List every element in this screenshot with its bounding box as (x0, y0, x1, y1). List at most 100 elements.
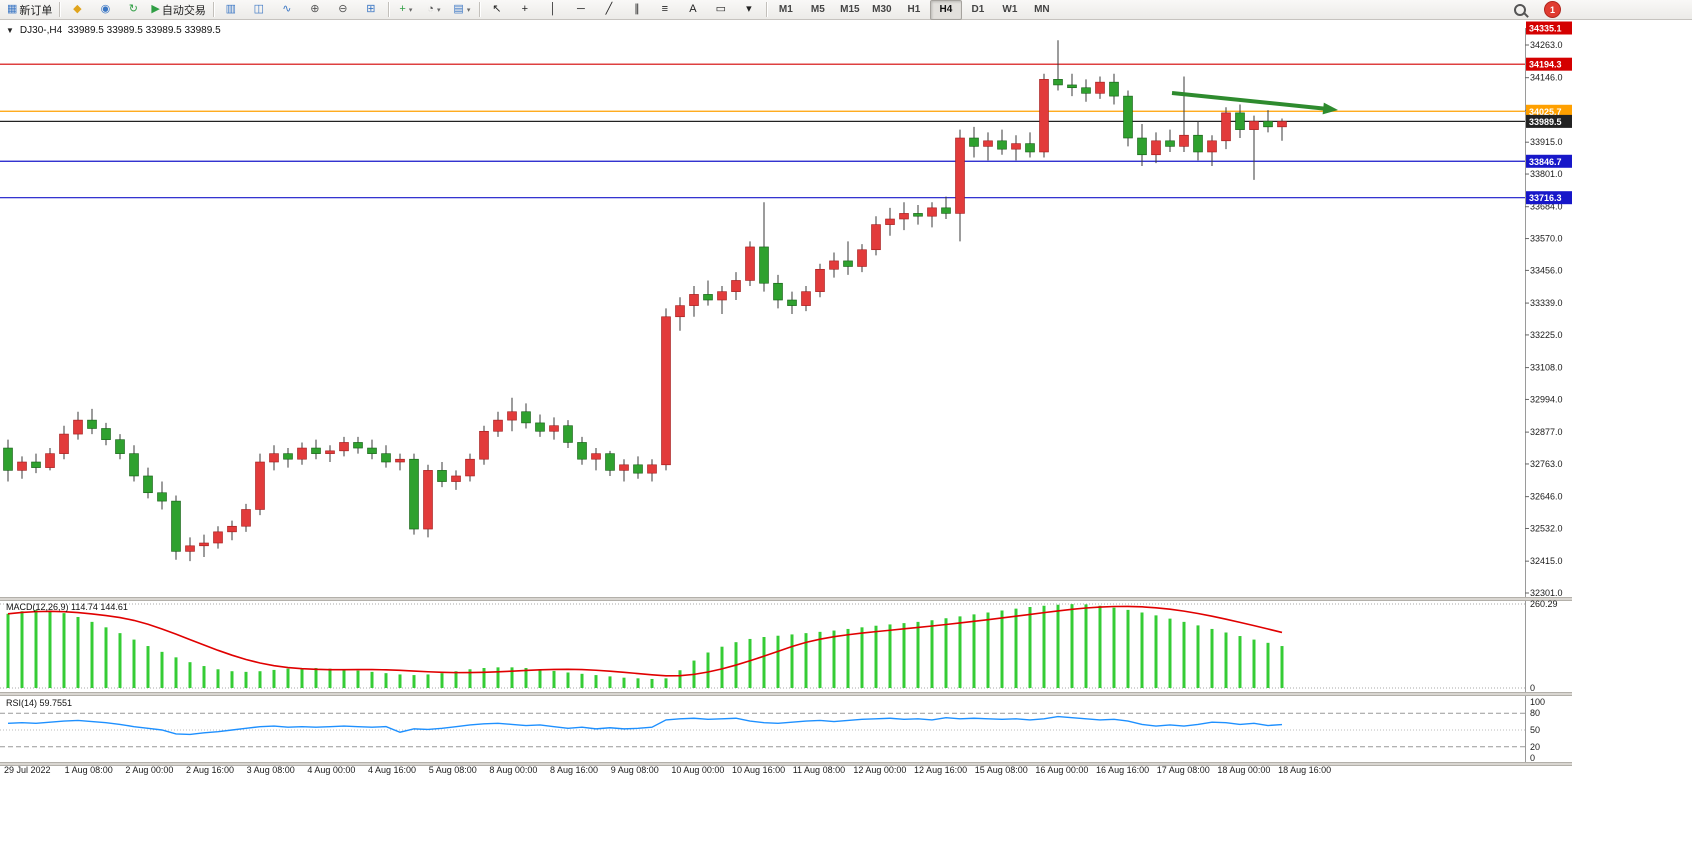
fibonacci-button[interactable]: ≡ (651, 0, 679, 20)
contacts-button[interactable]: ◉ (91, 0, 119, 20)
toolbar-separator (387, 2, 389, 17)
svg-text:33456.0: 33456.0 (1530, 265, 1563, 275)
svg-text:33339.0: 33339.0 (1530, 298, 1563, 308)
dropdown-arrow-icon: ▾ (436, 6, 441, 14)
toolbar-separator (59, 2, 61, 17)
svg-text:11 Aug 08:00: 11 Aug 08:00 (793, 765, 845, 775)
text-button[interactable]: A (679, 0, 707, 20)
toolbar-separator (212, 2, 214, 17)
svg-text:33989.5: 33989.5 (1529, 117, 1562, 127)
price-level-lines[interactable] (0, 63, 1525, 199)
svg-text:0: 0 (1530, 683, 1535, 693)
channel-button[interactable]: ∥ (623, 0, 651, 20)
timeframe-m5-button[interactable]: M5 (810, 4, 825, 15)
svg-text:33225.0: 33225.0 (1530, 330, 1563, 340)
macd-label: MACD(12,26,9) 114.74 144.61 (6, 602, 128, 612)
timeframe-mn-button[interactable]: MN (1034, 4, 1050, 15)
search-icon (1514, 3, 1526, 16)
arrows-icon: ▾ (746, 3, 752, 15)
toolbar: ▦ 新订单 ◆ ◉ ↻ ▶ 自动交易 ▥ ◫ ∿ ⊕ ⊖ ⊞ + ▾ ◔ ▾ ▤ ▾ ↖ + │ ─ ╱ ∥ ≡ A ▭ ▾ M1 M5 M1… (0, 0, 1692, 20)
time-axis[interactable]: 29 Jul 2022 1 Aug 08:00 2 Aug 00:00 2 Aug 1… (4, 765, 1331, 775)
svg-text:12 Aug 16:00: 12 Aug 16:00 (914, 765, 967, 775)
svg-text:32763.0: 32763.0 (1530, 459, 1563, 469)
vertical-line-icon: │ (549, 3, 557, 15)
arrows-button[interactable]: ▾ (735, 0, 763, 20)
indicators-button[interactable]: + ▾ (392, 0, 420, 20)
svg-text:3 Aug 08:00: 3 Aug 08:00 (247, 765, 295, 775)
chart-collapse-icon[interactable]: ▼ (6, 26, 14, 35)
charts-stack-button[interactable]: ◆ (63, 0, 91, 20)
zoom-out-button[interactable]: ⊖ (329, 0, 357, 20)
svg-text:17 Aug 08:00: 17 Aug 08:00 (1157, 765, 1210, 775)
price-axis[interactable]: 34263.034146.034029.033915.033801.033684… (1525, 28, 1563, 762)
new-order-button[interactable]: ▦ 新订单 (3, 0, 56, 20)
search-button[interactable] (1506, 0, 1534, 20)
svg-text:10 Aug 16:00: 10 Aug 16:00 (732, 765, 785, 775)
horizontal-line-icon: ─ (576, 3, 585, 15)
timeframe-h1-button[interactable]: H1 (907, 4, 921, 15)
svg-text:260.29: 260.29 (1530, 599, 1558, 609)
cursor-button[interactable]: ↖ (483, 0, 511, 20)
fibonacci-icon: ≡ (661, 3, 669, 15)
chart-canvas[interactable]: 34263.034146.034029.033915.033801.033684… (0, 20, 1692, 845)
svg-text:0: 0 (1530, 753, 1535, 763)
new-order-button-label: 新订单 (19, 4, 53, 17)
pane-separator[interactable] (0, 597, 1572, 601)
auto-trading-button[interactable]: ▶ 自动交易 (147, 0, 209, 20)
timeframe-h4-button[interactable]: H4 (929, 0, 962, 20)
trendline-button[interactable]: ╱ (595, 0, 623, 20)
svg-text:29 Jul 2022: 29 Jul 2022 (4, 765, 51, 775)
templates-icon: ▤ (453, 3, 464, 15)
bar-chart-button[interactable]: ▥ (217, 0, 245, 20)
toolbar-separator (478, 2, 480, 17)
svg-text:8 Aug 16:00: 8 Aug 16:00 (550, 765, 598, 775)
chart-title: ▼ DJ30-,H4 33989.5 33989.5 33989.5 33989… (6, 25, 221, 36)
zoom-out-icon: ⊖ (338, 3, 348, 15)
auto-trading-icon: ▶ (151, 3, 160, 15)
svg-text:34335.1: 34335.1 (1529, 24, 1562, 34)
crosshair-button[interactable]: + (511, 0, 539, 20)
timeframe-m15-button[interactable]: M15 (840, 4, 860, 15)
notification-badge[interactable]: 1 (1544, 1, 1561, 18)
svg-text:18 Aug 16:00: 18 Aug 16:00 (1278, 765, 1331, 775)
svg-text:4 Aug 16:00: 4 Aug 16:00 (368, 765, 416, 775)
vertical-line-button[interactable]: │ (539, 0, 567, 20)
auto-trading-button-label: 自动交易 (161, 4, 206, 17)
svg-text:16 Aug 00:00: 16 Aug 00:00 (1035, 765, 1088, 775)
rsi-label: RSI(14) 59.7551 (6, 698, 73, 708)
candlestick-chart-button[interactable]: ◫ (245, 0, 273, 20)
svg-text:33846.7: 33846.7 (1529, 157, 1562, 167)
contacts-icon: ◉ (100, 3, 111, 15)
label-button[interactable]: ▭ (707, 0, 735, 20)
svg-text:8 Aug 00:00: 8 Aug 00:00 (489, 765, 537, 775)
clock-icon: ◔ (427, 3, 434, 15)
clock-button[interactable]: ◔ ▾ (420, 0, 448, 20)
horizontal-line-button[interactable]: ─ (567, 0, 595, 20)
trendline-icon: ╱ (605, 3, 613, 15)
pane-separator[interactable] (0, 762, 1572, 766)
timeframe-m1-button[interactable]: M1 (778, 4, 793, 15)
timeframe-w1-button[interactable]: W1 (1002, 4, 1018, 15)
timeframe-m30-button[interactable]: M30 (872, 4, 892, 15)
toolbar-right: 1 (1506, 0, 1561, 20)
templates-button[interactable]: ▤ ▾ (448, 0, 476, 20)
timeframe-d1-button[interactable]: D1 (971, 4, 985, 15)
trend-arrow-annotation[interactable] (1171, 91, 1338, 115)
svg-text:80: 80 (1530, 708, 1540, 718)
tile-windows-button[interactable]: ⊞ (357, 0, 385, 20)
zoom-in-button[interactable]: ⊕ (301, 0, 329, 20)
candlesticks (3, 40, 1287, 562)
svg-text:4 Aug 00:00: 4 Aug 00:00 (307, 765, 355, 775)
refresh-button[interactable]: ↻ (119, 0, 147, 20)
line-chart-button[interactable]: ∿ (273, 0, 301, 20)
svg-text:33108.0: 33108.0 (1530, 363, 1563, 373)
svg-text:1 Aug 08:00: 1 Aug 08:00 (65, 765, 113, 775)
svg-text:9 Aug 08:00: 9 Aug 08:00 (611, 765, 659, 775)
chart-window[interactable]: 34263.034146.034029.033915.033801.033684… (0, 20, 1692, 845)
channel-icon: ∥ (634, 3, 640, 15)
svg-text:12 Aug 00:00: 12 Aug 00:00 (853, 765, 906, 775)
pane-separator[interactable] (0, 692, 1572, 696)
svg-text:50: 50 (1530, 725, 1540, 735)
